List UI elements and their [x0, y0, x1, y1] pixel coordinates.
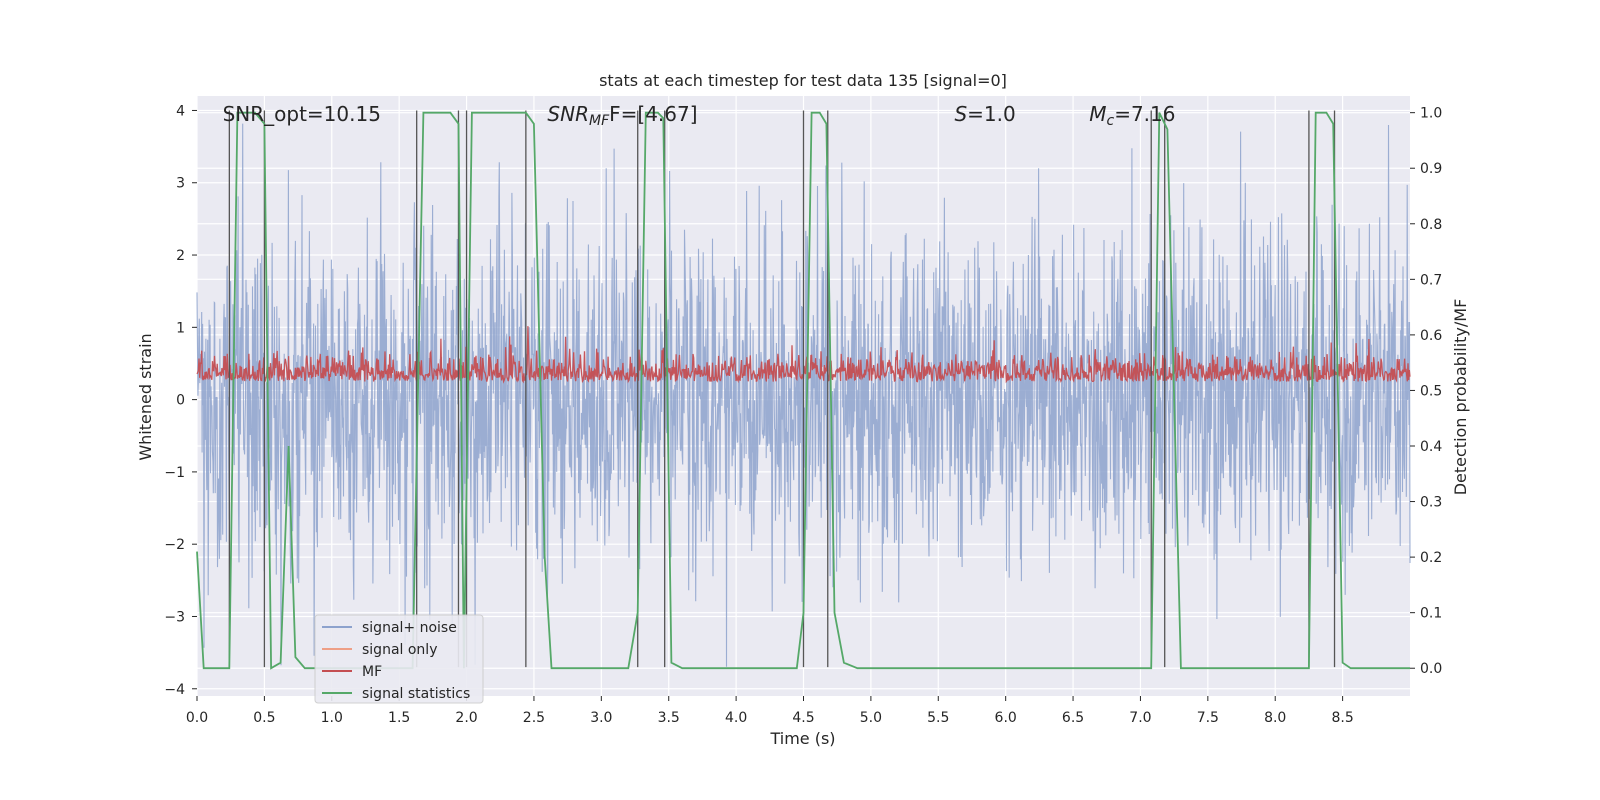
right-axis-ticks: 0.0 0.1 0.2 0.3 0.4 0.5 0.6 0.7 0.8 0.9 1.0 [1410, 106, 1442, 677]
x-tick-label: 6.5 [1062, 710, 1084, 726]
left-tick-label: 2 [176, 248, 185, 264]
right-tick-label: 0.5 [1420, 383, 1442, 399]
x-tick-label: 1.5 [388, 710, 410, 726]
x-tick-label: 5.5 [927, 710, 949, 726]
right-tick-label: 0.4 [1420, 439, 1442, 455]
left-tick-label: −4 [164, 682, 185, 698]
x-tick-label: 4.5 [792, 710, 814, 726]
signal-statistics-line [196, 111, 1410, 670]
left-tick-label: −1 [164, 465, 185, 481]
annotation-snr_opt: SNR_opt=10.15 [223, 102, 381, 126]
right-tick-label: 0.3 [1420, 495, 1442, 511]
x-axis-label: Time (s) [769, 729, 835, 748]
right-tick-label: 0.2 [1420, 550, 1442, 566]
right-axis-label: Detection probability/MF [1451, 299, 1470, 496]
x-tick-label: 3.0 [590, 710, 612, 726]
signal-statistics-series [196, 111, 1410, 670]
left-axis-label: Whitened strain [136, 333, 155, 460]
x-tick-label: 7.5 [1197, 710, 1219, 726]
x-tick-label: 3.5 [658, 710, 680, 726]
x-tick-label: 2.0 [455, 710, 477, 726]
left-tick-label: −2 [164, 537, 185, 553]
right-tick-label: 0.7 [1420, 272, 1442, 288]
legend-label: signal only [362, 642, 437, 658]
right-tick-label: 0.1 [1420, 606, 1442, 622]
legend-label: signal+ noise [362, 620, 457, 636]
legend-box [314, 614, 484, 704]
left-tick-label: 4 [176, 103, 185, 119]
annotations: SNR_opt=10.15 SNRMFF=[4.67] S=1.0 Mc=7.16 [223, 102, 1176, 129]
x-tick-label: 0.0 [186, 710, 208, 726]
x-tick-label: 0.5 [253, 710, 275, 726]
x-tick-label: 1.0 [321, 710, 343, 726]
annotation-s_val: S=1.0 [954, 102, 1015, 126]
annotation-mc_val: Mc=7.16 [1089, 102, 1175, 129]
right-tick-label: 0.8 [1420, 217, 1442, 233]
left-tick-label: 3 [176, 176, 185, 192]
legend-label: signal statistics [362, 686, 470, 702]
x-tick-label: 8.0 [1264, 710, 1286, 726]
x-tick-label: 8.5 [1331, 710, 1353, 726]
left-tick-label: 0 [176, 393, 185, 409]
right-tick-label: 1.0 [1420, 106, 1442, 122]
right-tick-label: 0.6 [1420, 328, 1442, 344]
right-tick-label: 0.9 [1420, 161, 1442, 177]
annotation-snr_mf: SNRMFF=[4.67] [547, 102, 697, 129]
legend: signal+ noise signal only MF signal statist… [314, 614, 484, 704]
x-tick-label: 5.0 [860, 710, 882, 726]
left-axis-ticks: −4 −3 −2 −1 0 1 2 3 4 [164, 103, 197, 698]
chart-title: stats at each timestep for test data 135… [599, 71, 1007, 90]
left-tick-label: 1 [176, 320, 185, 336]
x-tick-label: 2.5 [523, 710, 545, 726]
x-tick-label: 7.0 [1129, 710, 1151, 726]
x-tick-label: 6.0 [995, 710, 1017, 726]
x-tick-label: 4.0 [725, 710, 747, 726]
legend-label: MF [362, 664, 382, 680]
x-axis-ticks: 0.0 0.5 1.0 1.5 2.0 2.5 3.0 3.5 4.0 4.5 5.0 5.5 6.0 6… [186, 696, 1354, 726]
left-tick-label: −3 [164, 609, 185, 625]
right-tick-label: 0.0 [1420, 661, 1442, 677]
